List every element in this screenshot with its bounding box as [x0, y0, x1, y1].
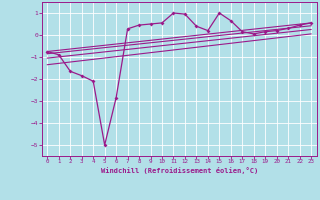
X-axis label: Windchill (Refroidissement éolien,°C): Windchill (Refroidissement éolien,°C) — [100, 167, 258, 174]
